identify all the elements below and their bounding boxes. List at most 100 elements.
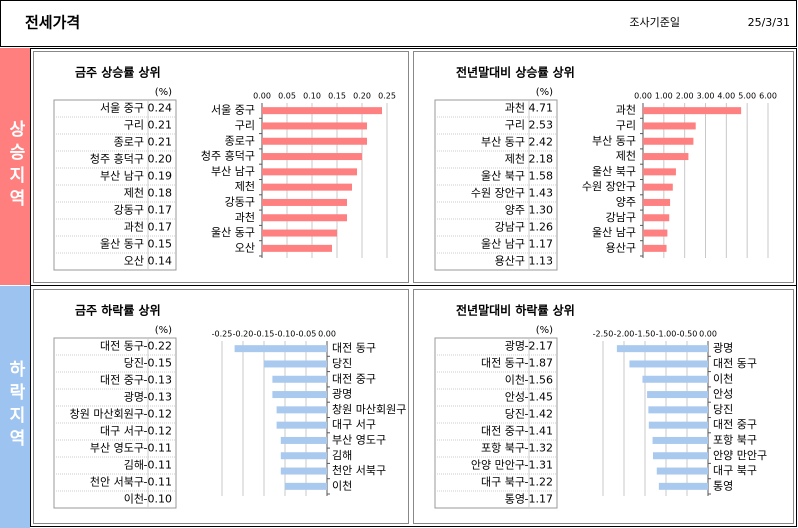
chart-title: 금주 상승률 상위 [75,65,161,80]
x-tick-label: 0.00 [699,330,717,339]
bar [643,214,670,222]
y-tick-label: 대전 동구 [332,342,376,355]
bar [262,198,347,206]
chart-title: 전년말대비 상승률 상위 [456,65,575,80]
x-tick-label: 0.00 [318,330,336,339]
y-tick-label: 이천 [332,478,352,492]
y-tick-label: 안양 만안구 [713,449,767,462]
y-tick-label: 부산 남구 [211,165,255,178]
table-name: 부산 동구 [481,136,525,149]
x-tick-label: 0.15 [328,92,346,101]
table-name: 안성 [505,391,525,404]
x-tick-label: -2.00 [614,330,635,339]
y-tick-label: 당진 [713,403,733,416]
x-tick-label: -2.50 [593,330,614,339]
bar [280,436,327,444]
bar [643,107,742,115]
bar [643,137,694,145]
chart-title: 금주 하락률 상위 [75,303,161,318]
table-value: -1.87 [525,357,553,370]
y-tick-label: 강남구 [606,211,636,224]
y-tick-label: 당진 [332,357,352,370]
table-value: 0.14 [148,255,173,268]
y-tick-label: 제천 [616,149,636,163]
x-tick-label: 5.00 [738,92,756,101]
y-tick-label: 대구 서구 [332,418,376,431]
y-tick-label: 종로구 [225,134,255,147]
y-tick-label: 울산 동구 [211,226,255,239]
table-value: 1.58 [529,170,554,183]
x-tick-label: 1.00 [655,92,673,101]
x-tick-label: 0.10 [303,92,321,101]
table-name: 김해 [124,458,144,472]
bar [262,244,332,252]
x-tick-label: 0.00 [253,92,271,101]
y-tick-label: 대전 중구 [713,418,757,431]
table-value: 1.13 [529,255,554,268]
y-tick-label: 제천 [235,179,255,193]
table-value: -1.41 [525,425,553,438]
table-name: 통영 [505,493,525,506]
table-value: -0.11 [144,459,172,472]
header-title: 전세가격 [25,14,80,32]
bar [262,107,382,115]
table-value: -0.12 [144,408,172,421]
bar [280,452,327,460]
chart-title: 전년말대비 하락률 상위 [456,303,575,318]
y-tick-label: 서울 중구 [211,104,255,117]
y-tick-label: 오산 [235,241,255,254]
y-tick-label: 이천 [713,371,733,385]
x-tick-label: 2.00 [676,92,694,101]
bar [643,122,696,130]
x-tick-label: -0.20 [233,330,254,339]
bar [648,421,708,429]
table-name: 당진 [505,408,525,421]
table-name: 광명 [505,340,525,353]
table-value: 0.21 [148,136,173,149]
bar [262,229,337,237]
x-tick-label: -0.50 [677,330,698,339]
panel [413,51,794,283]
bar [648,406,708,414]
table-name: 당진 [124,357,144,370]
x-tick-label: 6.00 [759,92,777,101]
table-value: 2.18 [529,153,554,166]
bar [276,406,327,414]
y-tick-label: 김해 [332,448,352,462]
date: 25/3/31 [748,16,790,29]
table-value: 0.15 [148,238,173,251]
table-value: 0.20 [148,153,173,166]
table-value: 0.17 [148,204,173,217]
table-name: 구리 [124,119,144,132]
y-tick-label: 울산 남구 [592,226,636,239]
x-tick-label: -0.10 [275,330,296,339]
x-tick-label: 0.00 [634,92,652,101]
bar [643,198,671,206]
table-name: 대전 동구 [100,340,144,353]
table-value: -0.22 [144,340,172,353]
table-name: 부산 남구 [100,170,144,183]
table-value: 0.21 [148,119,173,132]
bar [652,452,708,460]
bar [262,153,362,161]
table-value: 2.53 [529,119,554,132]
bar [643,183,673,191]
panel [33,51,409,283]
bar [616,345,708,353]
bar [276,421,327,429]
bar [272,375,327,383]
table-name: 청주 흥덕구 [90,152,144,166]
table-name: 울산 동구 [100,238,144,251]
bar [262,168,357,176]
table-value: -0.13 [144,391,172,404]
bar [262,183,352,191]
table-value: 0.19 [148,170,173,183]
panel [33,289,409,524]
table-value: -1.32 [525,442,553,455]
table-value: 0.24 [148,102,173,115]
y-tick-label: 대전 동구 [713,357,757,370]
y-tick-label: 수원 장안구 [582,180,636,193]
table-name: 대구 서구 [100,425,144,438]
y-tick-label: 부산 영도구 [332,433,386,446]
